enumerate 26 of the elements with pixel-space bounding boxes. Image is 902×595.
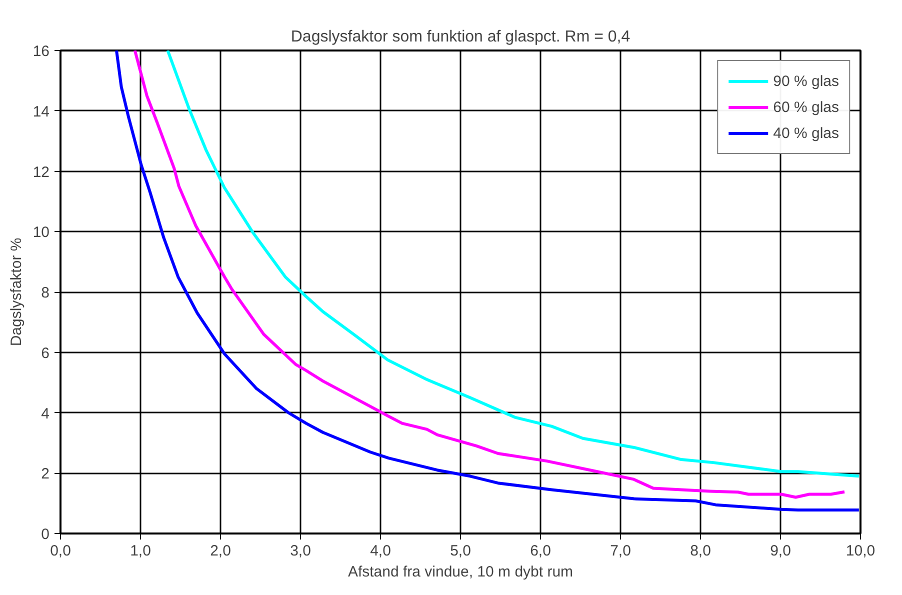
legend-label: 90 % glas — [773, 72, 839, 90]
x-tick-label: 4,0 — [370, 542, 391, 560]
y-tick-label: 6 — [41, 344, 50, 362]
x-tick-label: 0,0 — [50, 542, 71, 560]
y-tick-label: 8 — [41, 284, 50, 302]
y-tick-label: 16 — [32, 43, 50, 60]
legend-label: 60 % glas — [773, 98, 839, 116]
y-tick-label: 12 — [32, 164, 50, 181]
x-tick-label: 8,0 — [690, 542, 711, 560]
y-axis-title: Dagslysfaktor % — [8, 238, 25, 346]
y-tick-label: 0 — [41, 526, 50, 543]
x-axis-title: Afstand fra vindue, 10 m dybt rum — [348, 564, 574, 580]
x-tick-label: 9,0 — [770, 542, 791, 560]
x-tick-label: 5,0 — [450, 542, 471, 560]
x-tick-label: 10,0 — [846, 542, 876, 560]
y-tick-label: 10 — [32, 224, 50, 242]
legend-label: 40 % glas — [773, 124, 839, 142]
y-tick-label: 14 — [32, 103, 50, 120]
x-tick-label: 2,0 — [210, 542, 231, 560]
x-tick-label: 1,0 — [130, 542, 151, 560]
x-tick-label: 3,0 — [290, 542, 311, 560]
x-tick-label: 6,0 — [530, 542, 551, 560]
chart-title: Dagslysfaktor som funktion af glaspct. Rm = 0,4 — [290, 28, 630, 46]
y-tick-label: 2 — [41, 466, 50, 483]
y-tick-label: 4 — [41, 405, 50, 422]
x-tick-label: 7,0 — [610, 542, 631, 560]
